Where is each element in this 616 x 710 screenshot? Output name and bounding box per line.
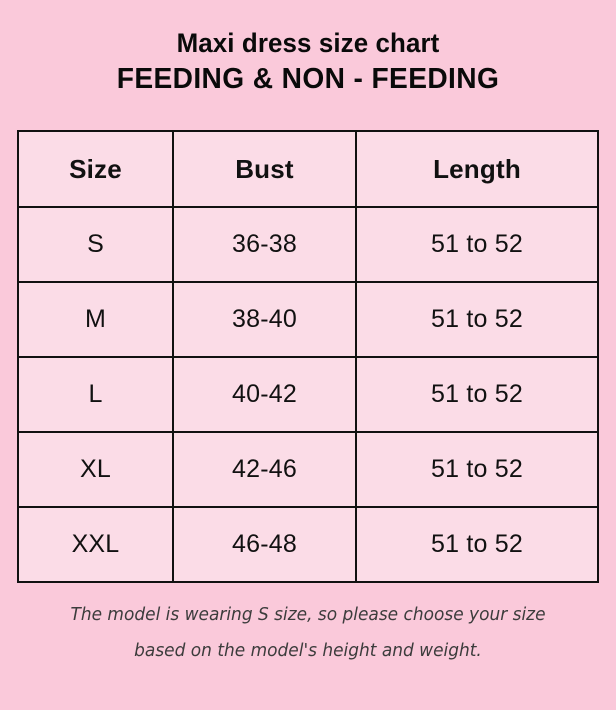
model-size-note-line1: The model is wearing S size, so please c… <box>70 605 546 625</box>
model-size-note: The model is wearing S size, so please c… <box>22 597 594 669</box>
table-header: Size Bust Length <box>17 130 599 208</box>
cell-size: L <box>17 356 174 433</box>
table-row: XL 42-46 51 to 52 <box>17 431 599 508</box>
page-title-primary: Maxi dress size chart <box>176 28 440 58</box>
cell-length: 51 to 52 <box>355 356 599 433</box>
cell-bust: 40-42 <box>172 356 357 433</box>
table-row: L 40-42 51 to 52 <box>17 356 599 433</box>
cell-size: M <box>17 281 174 358</box>
table-row: XXL 46-48 51 to 52 <box>17 506 599 583</box>
table-body: S 36-38 51 to 52 M 38-40 51 to 52 L 40-4… <box>17 206 599 583</box>
cell-bust: 36-38 <box>172 206 357 283</box>
cell-bust: 42-46 <box>172 431 357 508</box>
cell-length: 51 to 52 <box>355 431 599 508</box>
cell-length: 51 to 52 <box>355 506 599 583</box>
column-header-bust: Bust <box>172 130 357 208</box>
cell-bust: 46-48 <box>172 506 357 583</box>
cell-length: 51 to 52 <box>355 206 599 283</box>
size-chart-table: Size Bust Length S 36-38 51 to 52 M 38-4… <box>17 130 599 583</box>
cell-size: XL <box>17 431 174 508</box>
cell-size: XXL <box>17 506 174 583</box>
page-title-secondary: FEEDING & NON - FEEDING <box>116 63 500 95</box>
column-header-length: Length <box>355 130 599 208</box>
cell-bust: 38-40 <box>172 281 357 358</box>
model-size-note-line2: based on the model's height and weight. <box>134 641 482 661</box>
table-header-row: Size Bust Length <box>17 130 599 208</box>
cell-length: 51 to 52 <box>355 281 599 358</box>
cell-size: S <box>17 206 174 283</box>
column-header-size: Size <box>17 130 174 208</box>
chart-title-block: Maxi dress size chart FEEDING & NON - FE… <box>0 26 616 98</box>
table-row: M 38-40 51 to 52 <box>17 281 599 358</box>
table-row: S 36-38 51 to 52 <box>17 206 599 283</box>
